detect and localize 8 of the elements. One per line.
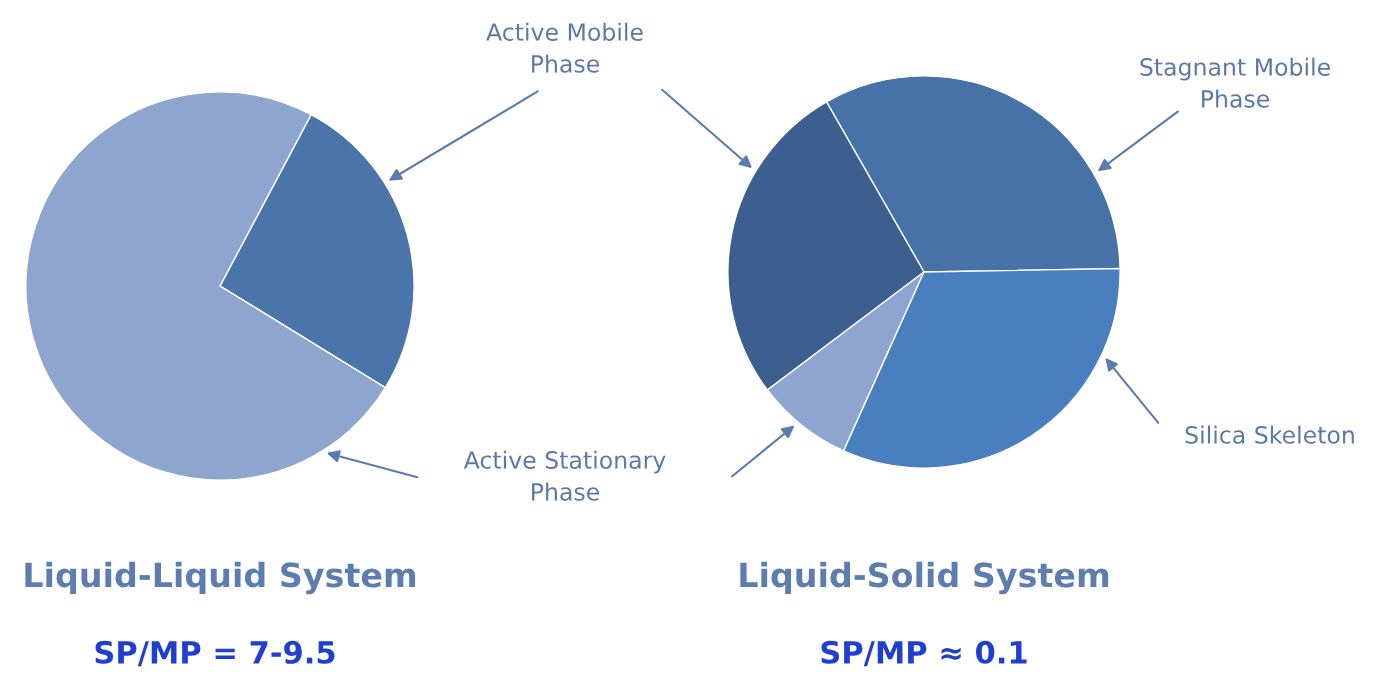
text: Liquid-Solid System — [740, 561, 1109, 595]
slice-label: Active Stationary Phase — [463, 450, 666, 501]
text: Liquid-Liquid System — [25, 561, 416, 595]
text: SP/MP = 7-9.5 — [95, 640, 335, 667]
slice-label: Active Mobile Phase — [486, 22, 643, 73]
slice-label: Silica Skeleton — [1185, 425, 1354, 444]
text: SP/MP ≈ 0.1 — [821, 640, 1027, 667]
slice-label: Stagnant Mobile Phase — [1140, 57, 1330, 108]
